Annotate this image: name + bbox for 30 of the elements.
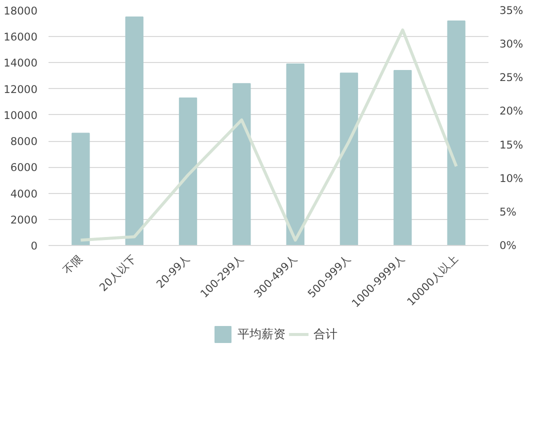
bar bbox=[340, 72, 358, 246]
y2-tick-label: 35% bbox=[500, 4, 524, 17]
x-tick-label: 20人以下 bbox=[96, 252, 139, 294]
y-tick-label: 12000 bbox=[4, 82, 38, 96]
bar bbox=[447, 20, 466, 246]
y-tick-label: 4000 bbox=[10, 187, 38, 200]
y-tick-label: 10000 bbox=[4, 108, 38, 122]
y-tick-label: 18000 bbox=[4, 4, 38, 18]
bar bbox=[232, 83, 251, 246]
bar bbox=[72, 132, 90, 246]
y-tick-label: 8000 bbox=[10, 135, 38, 148]
y2-tick-label: 20% bbox=[500, 104, 524, 118]
y-tick-label: 6000 bbox=[10, 161, 38, 174]
y2-tick-label: 15% bbox=[500, 138, 524, 152]
y2-tick-label: 25% bbox=[500, 71, 524, 84]
y-tick-label: 16000 bbox=[4, 30, 38, 44]
y-tick-label: 0 bbox=[30, 240, 38, 252]
y-tick-label: 14000 bbox=[4, 56, 38, 70]
legend-label: 平均薪资 bbox=[238, 326, 286, 342]
y2-tick-label: 0% bbox=[500, 239, 516, 252]
bar bbox=[394, 70, 412, 246]
y2-tick-label: 5% bbox=[500, 205, 516, 218]
y2-tick-label: 30% bbox=[500, 38, 524, 51]
x-tick-label: 不限 bbox=[60, 252, 86, 277]
bar bbox=[286, 64, 304, 246]
y-tick-label: 2000 bbox=[10, 213, 38, 226]
legend-label: 合计 bbox=[314, 326, 338, 342]
bar bbox=[178, 97, 198, 246]
y2-tick-label: 10% bbox=[500, 172, 524, 185]
bar bbox=[125, 16, 144, 246]
